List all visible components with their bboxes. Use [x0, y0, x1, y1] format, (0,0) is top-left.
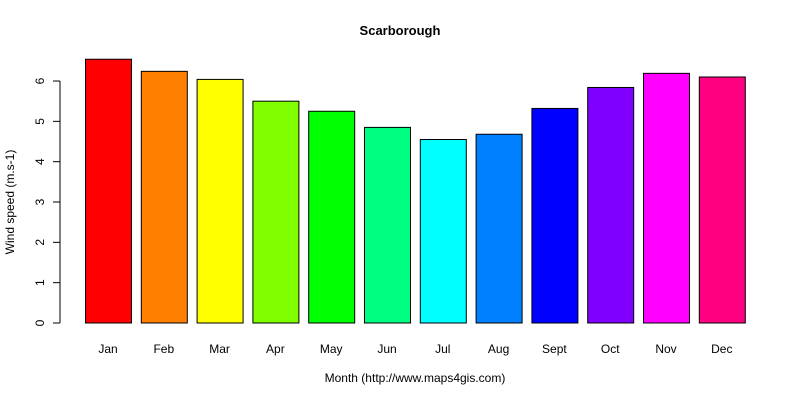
bar-dec — [698, 76, 746, 324]
y-tick-label: 0 — [33, 319, 47, 326]
y-tick-label: 1 — [33, 279, 47, 286]
bar-oct — [587, 86, 635, 324]
bar-nov — [643, 72, 690, 324]
bar-aug — [475, 133, 523, 324]
x-tick-label: Jan — [98, 342, 117, 356]
bars — [85, 58, 746, 324]
y-tick-label: 2 — [33, 239, 47, 246]
x-tick-label: May — [320, 342, 343, 356]
bar-apr — [252, 100, 300, 324]
x-tick-label: Jun — [377, 342, 396, 356]
chart-title: Scarborough — [359, 23, 441, 38]
x-tick-label: Aug — [488, 342, 509, 356]
x-axis-label: Month (http://www.maps4gis.com) — [324, 371, 506, 385]
x-tick-labels: Jan Feb Mar Apr May Jun Jul Aug Sept Oct Nov Dec — [98, 342, 732, 356]
bar-sept — [531, 107, 579, 324]
bar-jan — [85, 58, 132, 324]
y-tick-label: 4 — [33, 158, 47, 165]
x-tick-label: Oct — [601, 342, 620, 356]
y-tick-label: 5 — [33, 118, 47, 125]
x-tick-label: Nov — [655, 342, 676, 356]
y-axis: 0 1 2 3 4 5 6 — [33, 77, 61, 326]
x-tick-label: Mar — [209, 342, 230, 356]
bar-feb — [140, 70, 188, 324]
x-tick-label: Apr — [266, 342, 285, 356]
y-tick-label: 3 — [33, 198, 47, 205]
bar-jul — [419, 138, 467, 324]
bar-jun — [364, 126, 411, 324]
bar-mar — [196, 78, 244, 324]
x-tick-label: Feb — [153, 342, 174, 356]
x-tick-label: Dec — [711, 342, 732, 356]
y-tick-label: 6 — [33, 77, 47, 84]
x-tick-label: Jul — [435, 342, 450, 356]
x-tick-label: Sept — [542, 342, 567, 356]
bar-may — [308, 110, 356, 324]
